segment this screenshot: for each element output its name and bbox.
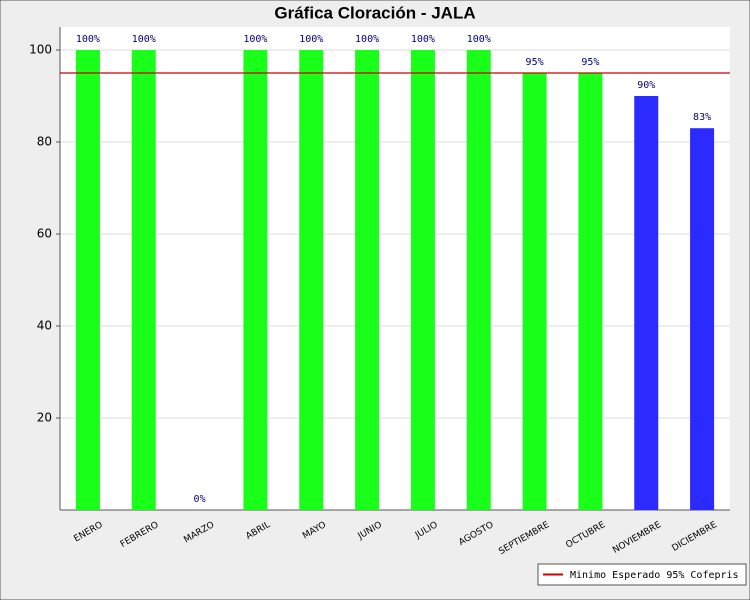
value-label: 100% (299, 34, 323, 45)
bar (634, 96, 659, 510)
value-label: 100% (243, 34, 267, 45)
bar (131, 50, 156, 510)
value-label: 100% (76, 34, 100, 45)
bar (410, 50, 435, 510)
legend-label: Minimo Esperado 95% Cofepris (570, 570, 739, 581)
value-label: 0% (194, 494, 206, 505)
bar (75, 50, 100, 510)
value-label: 100% (132, 34, 156, 45)
value-label: 90% (637, 80, 655, 91)
bar (690, 128, 715, 510)
bar (522, 73, 547, 510)
bar (578, 73, 603, 510)
bar (466, 50, 491, 510)
chart-title: Gráfica Cloración - JALA (274, 3, 475, 22)
y-tick-label: 80 (37, 135, 52, 149)
plot-area (60, 27, 730, 510)
value-label: 95% (581, 57, 599, 68)
y-tick-label: 100 (29, 43, 52, 57)
value-label: 100% (411, 34, 435, 45)
y-tick-label: 60 (37, 227, 52, 241)
bar (243, 50, 268, 510)
y-tick-label: 20 (37, 411, 52, 425)
value-label: 100% (355, 34, 379, 45)
value-label: 100% (467, 34, 491, 45)
value-label: 83% (693, 112, 711, 123)
legend-box (537, 563, 747, 586)
value-label: 95% (526, 57, 544, 68)
bar (355, 50, 380, 510)
bar (299, 50, 324, 510)
y-tick-label: 40 (37, 319, 52, 333)
